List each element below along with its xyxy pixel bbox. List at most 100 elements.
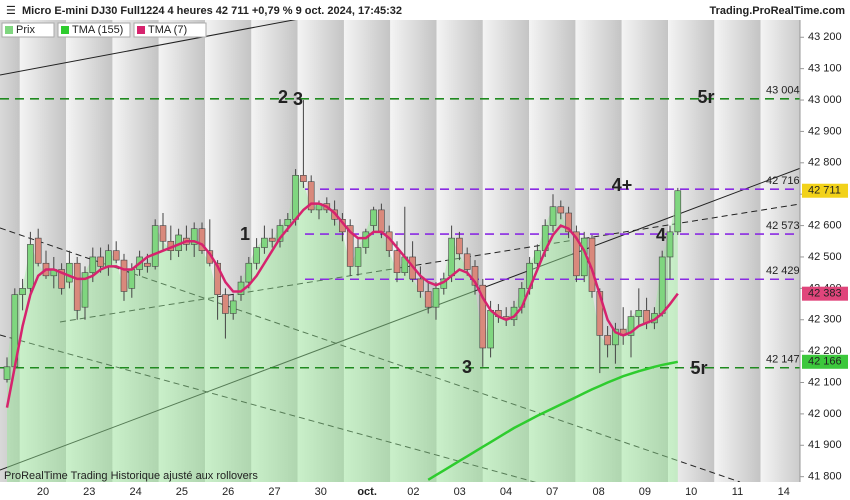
day-stripe: [66, 20, 113, 482]
legend-label: Prix: [16, 24, 35, 36]
y-tick-label: 42 100: [808, 376, 842, 388]
candle-body: [612, 328, 619, 346]
price-box-label: 42 383: [808, 288, 842, 300]
candle-body: [198, 228, 206, 251]
x-tick-label: 08: [592, 486, 604, 498]
x-tick-label: 23: [83, 486, 95, 498]
candle-body: [58, 269, 65, 289]
candle-body: [268, 237, 276, 242]
x-tick-label: 11: [732, 486, 743, 498]
candle-body: [105, 250, 112, 267]
source: Trading.ProRealTime.com: [709, 5, 845, 17]
candle-body: [674, 190, 682, 233]
candle-body: [549, 206, 557, 226]
candle-body: [34, 237, 42, 264]
y-tick-label: 41 800: [808, 471, 842, 483]
day-stripe: [760, 20, 807, 482]
candle-body: [89, 256, 97, 273]
x-tick-label: oct.: [357, 486, 377, 498]
header-background: [0, 0, 850, 20]
y-tick-label: 42 200: [808, 345, 842, 357]
y-tick-label: 42 600: [808, 219, 842, 231]
candle-body: [81, 272, 89, 308]
candle-body: [253, 247, 260, 264]
wave-label: 3: [293, 89, 303, 109]
level-label: 43 004: [766, 85, 800, 97]
x-tick-label: 09: [639, 486, 651, 498]
candle-body: [370, 209, 377, 226]
candle-body: [261, 237, 268, 248]
candle-body: [128, 269, 136, 289]
candle-body: [97, 256, 104, 267]
candle-body: [424, 291, 432, 308]
y-tick-label: 42 000: [808, 408, 842, 420]
candle-body: [573, 231, 580, 277]
legend-label: TMA (155): [72, 24, 123, 36]
plot-area: [0, 20, 800, 482]
day-stripe: [297, 20, 344, 482]
y-tick-label: 42 300: [808, 314, 842, 326]
y-tick-label: 42 800: [808, 157, 842, 169]
x-tick-label: 24: [129, 486, 141, 498]
day-stripe: [668, 20, 715, 482]
candle-body: [479, 284, 487, 349]
x-tick-label: 30: [315, 486, 327, 498]
candle-body: [214, 262, 221, 295]
wave-label: 4: [656, 225, 666, 245]
x-tick-label: 20: [37, 486, 49, 498]
candle-body: [292, 175, 299, 220]
candle-body: [245, 262, 253, 283]
day-stripe: [158, 20, 206, 482]
candle-body: [229, 300, 237, 314]
x-tick-label: 10: [685, 486, 697, 498]
candle-body: [393, 250, 401, 273]
level-label: 42 573: [766, 220, 800, 232]
wave-label: 4+: [612, 175, 633, 195]
level-label: 42 429: [766, 265, 800, 277]
candle-body: [151, 225, 159, 267]
candle-body: [112, 250, 120, 261]
x-tick-label: 03: [454, 486, 466, 498]
candle-body: [565, 212, 572, 233]
price-area: [7, 175, 678, 482]
trend-line-dashed: [0, 334, 537, 482]
candle-body: [66, 262, 73, 283]
chart-title: Micro E-mini DJ30 Full1224 4 heures 42 7…: [22, 5, 402, 17]
legend-box: [1, 22, 55, 38]
level-label: 42 147: [766, 354, 800, 366]
candle-body: [627, 316, 635, 336]
price-box: [802, 183, 848, 198]
candle-body: [159, 225, 167, 242]
legend-box: [57, 22, 131, 38]
candle-body: [190, 228, 198, 245]
menu-icon: ☰: [6, 5, 16, 17]
legend-box: [133, 22, 207, 38]
candle-body: [222, 294, 229, 314]
candle-body: [604, 335, 611, 346]
candle-body: [3, 366, 11, 380]
candle-body: [534, 250, 541, 264]
y-tick-label: 42 500: [808, 251, 842, 263]
x-axis-background: [0, 482, 850, 500]
candle-body: [120, 259, 128, 292]
x-tick-label: 02: [407, 486, 419, 498]
plot-background: [0, 20, 850, 500]
day-stripe: [621, 20, 669, 482]
y-tick-label: 43 100: [808, 63, 842, 75]
legend-swatch: [61, 26, 69, 34]
price-box: [802, 354, 848, 369]
trend-line: [0, 167, 800, 471]
x-tick-label: 04: [500, 486, 512, 498]
candle-body: [73, 262, 81, 311]
x-tick-label: 27: [268, 486, 280, 498]
x-tick-label: 07: [546, 486, 558, 498]
day-stripe: [714, 20, 761, 482]
price-box: [802, 286, 848, 301]
candle-body: [456, 237, 463, 255]
candle-body: [658, 256, 666, 314]
candle-body: [635, 310, 643, 317]
candle-body: [448, 237, 455, 277]
wave-label: 2: [278, 87, 288, 107]
candle-body: [487, 310, 494, 349]
